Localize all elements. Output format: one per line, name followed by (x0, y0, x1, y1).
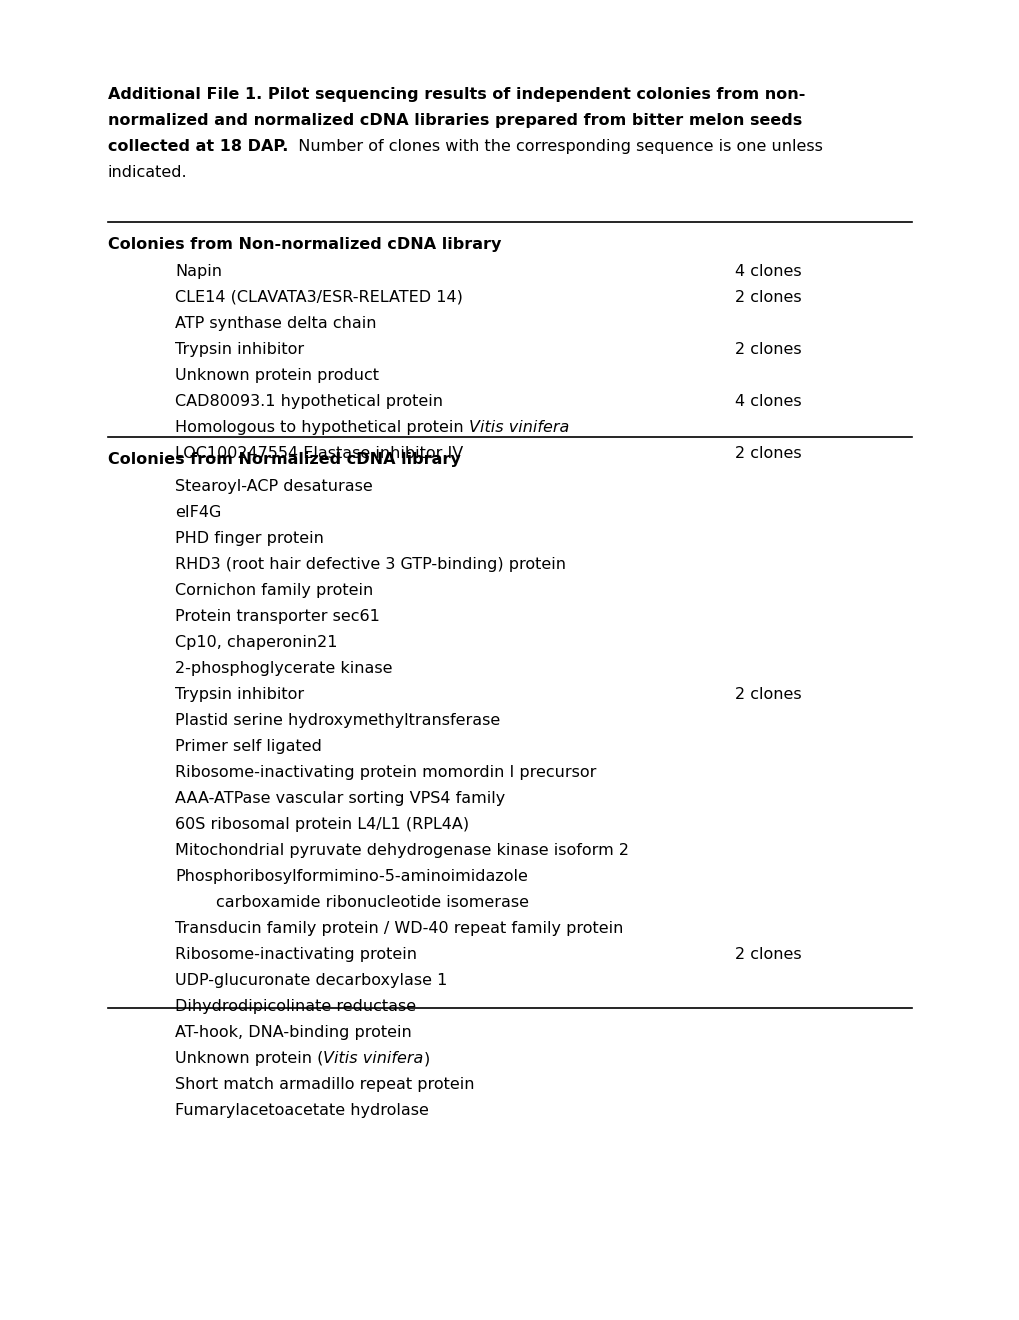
Text: Plastid serine hydroxymethyltransferase: Plastid serine hydroxymethyltransferase (175, 713, 499, 729)
Text: LOC100247554 Elastase inhibitor IV: LOC100247554 Elastase inhibitor IV (175, 446, 463, 461)
Text: Vitis vinifera: Vitis vinifera (469, 420, 569, 436)
Text: Ribosome-inactivating protein: Ribosome-inactivating protein (175, 946, 417, 962)
Text: Homologous to hypothetical protein: Homologous to hypothetical protein (175, 420, 469, 436)
Text: Fumarylacetoacetate hydrolase: Fumarylacetoacetate hydrolase (175, 1104, 428, 1118)
Text: RHD3 (root hair defective 3 GTP-binding) protein: RHD3 (root hair defective 3 GTP-binding)… (175, 557, 566, 572)
Text: eIF4G: eIF4G (175, 506, 221, 520)
Text: Stearoyl-ACP desaturase: Stearoyl-ACP desaturase (175, 479, 372, 494)
Text: AAA-ATPase vascular sorting VPS4 family: AAA-ATPase vascular sorting VPS4 family (175, 791, 504, 807)
Text: 4 clones: 4 clones (735, 393, 801, 409)
Text: Short match armadillo repeat protein: Short match armadillo repeat protein (175, 1077, 474, 1092)
Text: CAD80093.1 hypothetical protein: CAD80093.1 hypothetical protein (175, 393, 442, 409)
Text: collected at 18 DAP.: collected at 18 DAP. (108, 139, 288, 154)
Text: carboxamide ribonucleotide isomerase: carboxamide ribonucleotide isomerase (175, 895, 529, 909)
Text: Cornichon family protein: Cornichon family protein (175, 583, 373, 598)
Text: Protein transporter sec61: Protein transporter sec61 (175, 609, 379, 624)
Text: 2-phosphoglycerate kinase: 2-phosphoglycerate kinase (175, 661, 392, 676)
Text: CLE14 (CLAVATA3/ESR-RELATED 14): CLE14 (CLAVATA3/ESR-RELATED 14) (175, 290, 463, 305)
Text: Transducin family protein / WD-40 repeat family protein: Transducin family protein / WD-40 repeat… (175, 921, 623, 936)
Text: UDP-glucuronate decarboxylase 1: UDP-glucuronate decarboxylase 1 (175, 973, 447, 987)
Text: Dihydrodipicolinate reductase: Dihydrodipicolinate reductase (175, 999, 416, 1014)
Text: AT-hook, DNA-binding protein: AT-hook, DNA-binding protein (175, 1026, 412, 1040)
Text: indicated.: indicated. (108, 165, 187, 180)
Text: Unknown protein product: Unknown protein product (175, 368, 379, 383)
Text: ): ) (423, 1051, 429, 1067)
Text: Cp10, chaperonin21: Cp10, chaperonin21 (175, 635, 337, 649)
Text: 60S ribosomal protein L4/L1 (RPL4A): 60S ribosomal protein L4/L1 (RPL4A) (175, 817, 469, 832)
Text: Trypsin inhibitor: Trypsin inhibitor (175, 342, 304, 356)
Text: 2 clones: 2 clones (735, 946, 801, 962)
Text: Phosphoribosylformimino-5-aminoimidazole: Phosphoribosylformimino-5-aminoimidazole (175, 869, 528, 884)
Text: Number of clones with the corresponding sequence is one unless: Number of clones with the corresponding … (288, 139, 822, 154)
Text: Mitochondrial pyruvate dehydrogenase kinase isoform 2: Mitochondrial pyruvate dehydrogenase kin… (175, 843, 629, 858)
Text: PHD finger protein: PHD finger protein (175, 531, 324, 546)
Text: Colonies from Non-normalized cDNA library: Colonies from Non-normalized cDNA librar… (108, 238, 501, 252)
Text: Ribosome-inactivating protein momordin I precursor: Ribosome-inactivating protein momordin I… (175, 766, 596, 780)
Text: Primer self ligated: Primer self ligated (175, 739, 322, 754)
Text: Napin: Napin (175, 264, 222, 279)
Text: ATP synthase delta chain: ATP synthase delta chain (175, 315, 376, 331)
Text: 2 clones: 2 clones (735, 290, 801, 305)
Text: Trypsin inhibitor: Trypsin inhibitor (175, 686, 304, 702)
Text: normalized and normalized cDNA libraries prepared from bitter melon seeds: normalized and normalized cDNA libraries… (108, 114, 802, 128)
Text: Vitis vinifera: Vitis vinifera (323, 1051, 423, 1067)
Text: Colonies from Normalized cDNA library: Colonies from Normalized cDNA library (108, 451, 461, 467)
Text: 2 clones: 2 clones (735, 342, 801, 356)
Text: 4 clones: 4 clones (735, 264, 801, 279)
Text: Additional File 1. Pilot sequencing results of independent colonies from non-: Additional File 1. Pilot sequencing resu… (108, 87, 805, 102)
Text: Unknown protein (: Unknown protein ( (175, 1051, 323, 1067)
Text: 2 clones: 2 clones (735, 446, 801, 461)
Text: 2 clones: 2 clones (735, 686, 801, 702)
